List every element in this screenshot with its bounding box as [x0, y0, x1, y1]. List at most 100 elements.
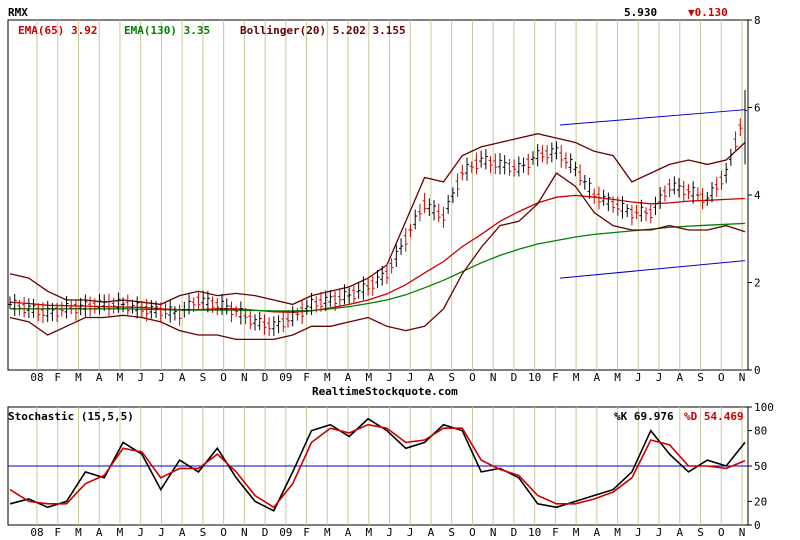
y-tick-label: 8: [754, 14, 761, 27]
stochastic-x-ticks: 08 F M A M J J A S O N D 09 F M A M J J A S O N D 10 F M A M J J A S O N: [30, 526, 745, 539]
x-tick-label: J: [635, 371, 642, 384]
price-bar: [644, 207, 649, 222]
price-bar: [427, 198, 432, 216]
price-bar: [229, 301, 234, 323]
price-bar: [69, 300, 74, 315]
x-tick-label: M: [324, 371, 331, 384]
price-bar: [366, 278, 371, 296]
price-bar: [662, 185, 667, 202]
x-tick-label: N: [241, 371, 248, 384]
y-tick-label: 2: [754, 277, 761, 290]
x-tick-label: F: [552, 371, 559, 384]
price-bar: [714, 176, 719, 197]
price-bar: [328, 289, 333, 307]
x-tick-label: A: [345, 526, 352, 539]
x-tick-label: O: [220, 371, 227, 384]
x-tick-label: J: [386, 526, 393, 539]
price-bar: [413, 209, 418, 230]
x-tick-label: D: [511, 526, 518, 539]
price-bar: [422, 192, 427, 214]
price-bar: [196, 292, 201, 311]
x-tick-label: O: [469, 371, 476, 384]
price-bar: [455, 173, 460, 197]
x-tick-label: J: [407, 526, 414, 539]
x-tick-label: J: [656, 526, 663, 539]
price-bar: [498, 152, 502, 175]
price-bar: [667, 178, 672, 198]
price-bar: [262, 314, 267, 335]
price-bar: [102, 294, 107, 311]
price-bar: [384, 263, 389, 285]
x-tick-label: 08: [30, 371, 43, 384]
y-tick-label: 50: [754, 460, 767, 473]
price-bar: [271, 316, 276, 336]
price-bar: [234, 305, 239, 317]
x-tick-label: J: [158, 526, 165, 539]
y-tick-label: 0: [754, 519, 761, 532]
x-tick-label: M: [573, 526, 580, 539]
price-bar: [191, 297, 196, 313]
price-bar: [483, 149, 488, 170]
price-bar: [59, 301, 64, 317]
x-tick-label: A: [428, 526, 435, 539]
price-bar: [257, 311, 262, 331]
x-tick-label: 10: [528, 526, 541, 539]
x-tick-label: A: [96, 526, 103, 539]
price-x-ticks: 08 F M A M J J A S O N D 09 F M A M J J A S O N D 10 F M A M J J A S O N: [30, 371, 745, 384]
price-bar: [744, 90, 747, 165]
x-tick-label: O: [469, 526, 476, 539]
price-y-ticks: 0 2 4 6 8: [748, 14, 761, 377]
price-bar: [389, 258, 394, 274]
price-bar: [677, 178, 682, 198]
trend-line-lower-trend: [559, 260, 746, 279]
price-bar: [507, 158, 512, 176]
price-bar: [681, 180, 686, 202]
x-tick-label: M: [573, 371, 580, 384]
price-bar: [276, 315, 281, 334]
price-bar: [436, 203, 441, 222]
trend-line-upper-trend: [559, 109, 746, 126]
price-bar: [8, 296, 12, 309]
price-bar: [201, 290, 206, 310]
price-bar: [154, 301, 159, 318]
price-bar: [135, 296, 140, 319]
x-tick-label: O: [718, 526, 725, 539]
stochastic-line-k: [9, 417, 746, 512]
price-bar: [121, 297, 126, 313]
x-tick-label: A: [179, 526, 186, 539]
x-tick-label: S: [200, 371, 207, 384]
x-tick-label: A: [594, 371, 601, 384]
price-bar: [163, 302, 168, 319]
y-tick-label: 4: [754, 189, 761, 202]
price-bar: [125, 294, 130, 317]
price-bar: [399, 238, 404, 255]
price-bar: [130, 299, 135, 314]
price-bar: [309, 292, 314, 316]
price-bar: [333, 291, 338, 312]
x-tick-label: A: [676, 526, 683, 539]
price-bar: [361, 276, 366, 300]
price-bar: [578, 164, 583, 186]
y-tick-label: 6: [754, 102, 761, 115]
price-bar: [116, 292, 121, 313]
price-bar: [695, 187, 700, 201]
x-tick-label: D: [262, 371, 269, 384]
price-bar: [582, 175, 587, 190]
price-bar: [493, 153, 498, 175]
price-bar: [592, 188, 597, 205]
price-bar: [530, 151, 535, 165]
price-bar: [465, 157, 470, 181]
x-tick-label: N: [241, 526, 248, 539]
price-bar: [285, 312, 290, 328]
price-bar: [653, 196, 658, 216]
price-bar: [474, 152, 479, 175]
price-bar: [64, 295, 69, 319]
price-bar: [342, 284, 347, 305]
x-tick-label: S: [200, 526, 207, 539]
price-bar: [705, 191, 710, 206]
price-bar: [31, 298, 36, 318]
price-bar: [88, 296, 93, 317]
price-bar: [516, 156, 521, 177]
price-bar: [50, 302, 55, 322]
price-bar: [238, 301, 243, 325]
